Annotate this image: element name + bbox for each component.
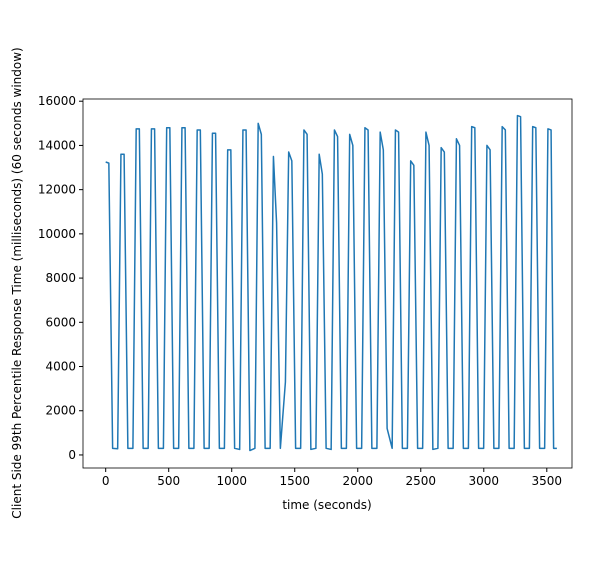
x-tick-label: 3000 — [469, 474, 500, 488]
y-tick-label: 6000 — [45, 315, 76, 329]
y-tick-label: 0 — [68, 448, 76, 462]
y-tick-label: 14000 — [38, 138, 76, 152]
y-axis-label: Client Side 99th Percentile Response Tim… — [10, 47, 24, 518]
y-tick-label: 12000 — [38, 183, 76, 197]
y-tick-label: 2000 — [45, 404, 76, 418]
x-tick-label: 3500 — [532, 474, 563, 488]
x-tick-label: 1500 — [279, 474, 310, 488]
x-tick-label: 1000 — [216, 474, 247, 488]
x-tick-label: 2500 — [405, 474, 436, 488]
plot-frame — [82, 98, 573, 469]
y-tick-label: 8000 — [45, 271, 76, 285]
data-line — [105, 114, 557, 452]
x-tick-label: 500 — [157, 474, 180, 488]
x-tick-label: 0 — [102, 474, 110, 488]
x-axis-label: time (seconds) — [282, 498, 371, 512]
y-tick-label: 10000 — [38, 227, 76, 241]
y-tick-label: 16000 — [38, 94, 76, 108]
y-tick-label: 4000 — [45, 360, 76, 374]
x-tick-label: 2000 — [342, 474, 373, 488]
